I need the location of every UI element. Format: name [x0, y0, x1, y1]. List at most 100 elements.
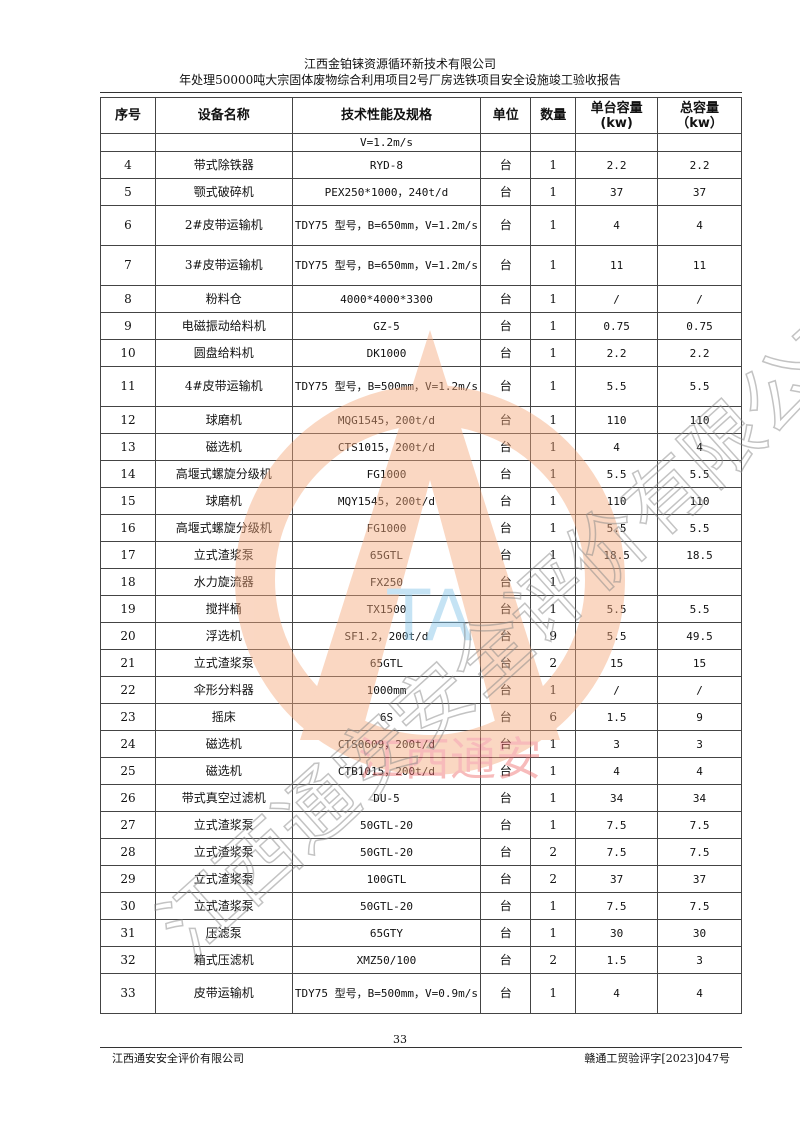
total-power-cell: / — [657, 285, 742, 313]
name-cell: 电磁振动给料机 — [154, 312, 293, 340]
column-header: 设备名称 — [154, 97, 293, 134]
total-power-cell: 5.5 — [657, 514, 742, 542]
qty-cell: 1 — [530, 784, 577, 812]
spec-cell: 65GTL — [291, 649, 482, 677]
unit-cell: 台 — [480, 919, 532, 947]
total-power-cell: 7.5 — [657, 892, 742, 920]
total-power-cell: 18.5 — [657, 541, 742, 569]
unit-power-cell: 5.5 — [575, 366, 659, 407]
table-row: 12 球磨机 MQG1545，200t/d 台 1 110 110 — [100, 406, 742, 434]
spec-cell: PEX250*1000，240t/d — [291, 178, 482, 206]
unit-power-cell: 4 — [575, 757, 659, 785]
spec-cell: GZ-5 — [291, 312, 482, 340]
name-cell: 立式渣浆泵 — [154, 649, 293, 677]
name-cell: 摇床 — [154, 703, 293, 731]
name-cell: 高堰式螺旋分级机 — [154, 460, 293, 488]
qty-cell: 1 — [530, 285, 577, 313]
name-cell: 立式渣浆泵 — [154, 865, 293, 893]
total-power-cell: 37 — [657, 178, 742, 206]
unit-cell: 台 — [480, 784, 532, 812]
unit-power-cell: 37 — [575, 865, 659, 893]
table-row: 18 水力旋流器 FX250 台 1 — [100, 568, 742, 596]
spec-cell: 50GTL-20 — [291, 892, 482, 920]
name-cell: 带式除铁器 — [154, 151, 293, 179]
table-row: 27 立式渣浆泵 50GTL-20 台 1 7.5 7.5 — [100, 811, 742, 839]
total-power-cell: 30 — [657, 919, 742, 947]
name-cell: 伞形分料器 — [154, 676, 293, 704]
table-row: 28 立式渣浆泵 50GTL-20 台 2 7.5 7.5 — [100, 838, 742, 866]
index-cell: 20 — [100, 622, 156, 650]
total-power-cell: 3 — [657, 946, 742, 974]
name-cell: 粉料仓 — [154, 285, 293, 313]
spec-cell: 100GTL — [291, 865, 482, 893]
unit-cell: 台 — [480, 151, 532, 179]
column-header: 单位 — [480, 97, 532, 134]
spec-cell: 50GTL-20 — [291, 811, 482, 839]
spec-cell: 4000*4000*3300 — [291, 285, 482, 313]
name-cell: 水力旋流器 — [154, 568, 293, 596]
table-row: 21 立式渣浆泵 65GTL 台 2 15 15 — [100, 649, 742, 677]
index-cell: 14 — [100, 460, 156, 488]
index-cell: 24 — [100, 730, 156, 758]
total-power-cell: 15 — [657, 649, 742, 677]
qty-cell: 1 — [530, 676, 577, 704]
table-row: 10 圆盘给料机 DK1000 台 1 2.2 2.2 — [100, 339, 742, 367]
unit-power-cell: 5.5 — [575, 460, 659, 488]
total-power-cell: 9 — [657, 703, 742, 731]
company-name: 江西金铂铼资源循环新技术有限公司 — [303, 57, 496, 71]
qty-cell: 1 — [530, 245, 577, 286]
spec-cell: DK1000 — [291, 339, 482, 367]
spec-cell: SF1.2，200t/d — [291, 622, 482, 650]
qty-cell: 1 — [530, 433, 577, 461]
name-cell: 带式真空过滤机 — [154, 784, 293, 812]
total-power-cell: 5.5 — [657, 366, 742, 407]
spec-cell: CTB1015，200t/d — [291, 757, 482, 785]
qty-cell: 1 — [530, 339, 577, 367]
unit-power-cell: 5.5 — [575, 622, 659, 650]
table-row: 33 皮带运输机 TDY75 型号，B=500mm，V=0.9m/s 台 1 4 4 — [100, 973, 742, 1014]
spec-cell: XMZ50/100 — [291, 946, 482, 974]
qty-cell: 1 — [530, 151, 577, 179]
unit-power-cell — [575, 568, 659, 596]
name-cell: 2#皮带运输机 — [154, 205, 293, 246]
index-cell: 15 — [100, 487, 156, 515]
name-cell: 球磨机 — [154, 487, 293, 515]
name-cell: 立式渣浆泵 — [154, 541, 293, 569]
qty-cell: 1 — [530, 811, 577, 839]
qty-cell: 1 — [530, 730, 577, 758]
unit-cell: 台 — [480, 312, 532, 340]
qty-cell: 2 — [530, 649, 577, 677]
qty-cell: 2 — [530, 838, 577, 866]
spec-cell: CTS1015，200t/d — [291, 433, 482, 461]
spec-cell: 50GTL-20 — [291, 838, 482, 866]
table-row: 14 高堰式螺旋分级机 FG1000 台 1 5.5 5.5 — [100, 460, 742, 488]
spec-cell: FG1000 — [291, 514, 482, 542]
qty-cell: 6 — [530, 703, 577, 731]
qty-cell: 1 — [530, 595, 577, 623]
unit-cell: 台 — [480, 178, 532, 206]
index-cell: 25 — [100, 757, 156, 785]
unit-cell: 台 — [480, 676, 532, 704]
index-cell: 27 — [100, 811, 156, 839]
spec-cell: FX250 — [291, 568, 482, 596]
table-row: 8 粉料仓 4000*4000*3300 台 1// — [100, 285, 742, 313]
spec-cell: 65GTL — [291, 541, 482, 569]
unit-power-cell: 7.5 — [575, 892, 659, 920]
table-row: 6 2#皮带运输机 TDY75 型号，B=650mm，V=1.2m/s 台 1 4 4 — [100, 205, 742, 246]
total-power-cell: 34 — [657, 784, 742, 812]
total-power-cell: 4 — [657, 973, 742, 1014]
column-header: 单台容量 (kw) — [575, 97, 659, 134]
spec-cell: TDY75 型号，B=650mm，V=1.2m/s — [291, 245, 482, 286]
index-cell: 7 — [100, 245, 156, 286]
spec-cell: TDY75 型号，B=500mm，V=0.9m/s — [291, 973, 482, 1014]
unit-cell: 台 — [480, 285, 532, 313]
unit-cell: 台 — [480, 487, 532, 515]
index-cell: 6 — [100, 205, 156, 246]
name-cell: 立式渣浆泵 — [154, 892, 293, 920]
name-cell: 磁选机 — [154, 730, 293, 758]
unit-power-cell: 4 — [575, 433, 659, 461]
unit-power-cell: 1.5 — [575, 703, 659, 731]
spec-cell: MQG1545，200t/d — [291, 406, 482, 434]
spec-cell: DU-5 — [291, 784, 482, 812]
unit-power-cell: 2.2 — [575, 339, 659, 367]
